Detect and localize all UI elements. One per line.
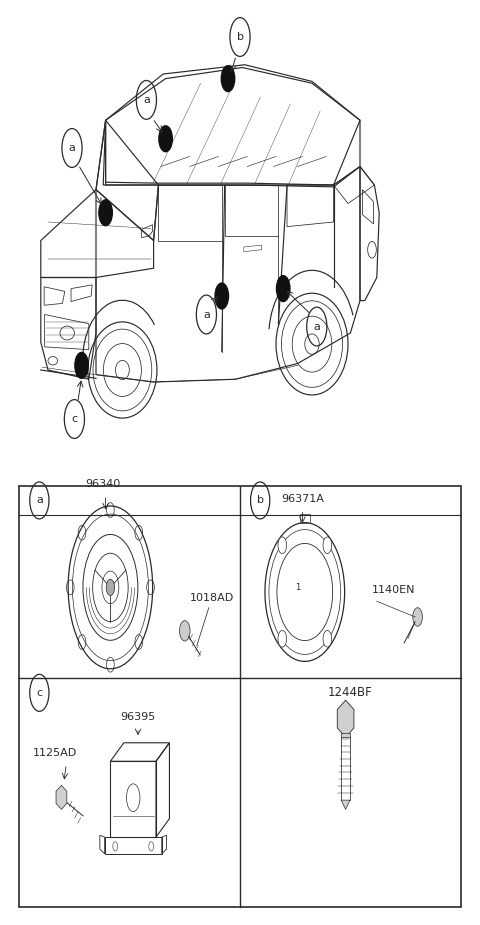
Circle shape	[276, 276, 290, 302]
Text: 96340: 96340	[85, 479, 121, 489]
Circle shape	[278, 631, 287, 647]
Text: b: b	[257, 496, 264, 505]
Circle shape	[180, 621, 190, 641]
Bar	[19, 486, 461, 906]
Text: 1125AD: 1125AD	[33, 748, 77, 758]
Text: a: a	[203, 310, 210, 319]
Circle shape	[75, 352, 88, 378]
Circle shape	[278, 536, 287, 553]
Polygon shape	[341, 800, 350, 809]
Text: a: a	[313, 322, 320, 331]
Text: 1: 1	[295, 583, 300, 592]
Text: b: b	[237, 32, 243, 42]
Text: a: a	[36, 496, 43, 505]
Circle shape	[221, 66, 235, 92]
Circle shape	[323, 536, 332, 553]
Text: 96371A: 96371A	[281, 494, 324, 504]
Circle shape	[106, 579, 115, 596]
Polygon shape	[341, 733, 350, 737]
Text: a: a	[69, 143, 75, 153]
Text: 1140EN: 1140EN	[372, 585, 415, 595]
Circle shape	[413, 608, 422, 626]
Circle shape	[215, 283, 228, 309]
Circle shape	[159, 126, 172, 152]
Text: a: a	[143, 95, 150, 105]
Text: 1244BF: 1244BF	[328, 686, 373, 699]
Circle shape	[99, 200, 112, 226]
Circle shape	[323, 631, 332, 647]
Text: c: c	[36, 688, 42, 697]
Text: 96395: 96395	[120, 712, 156, 722]
Text: c: c	[72, 414, 77, 424]
Text: 1018AD: 1018AD	[190, 593, 234, 603]
